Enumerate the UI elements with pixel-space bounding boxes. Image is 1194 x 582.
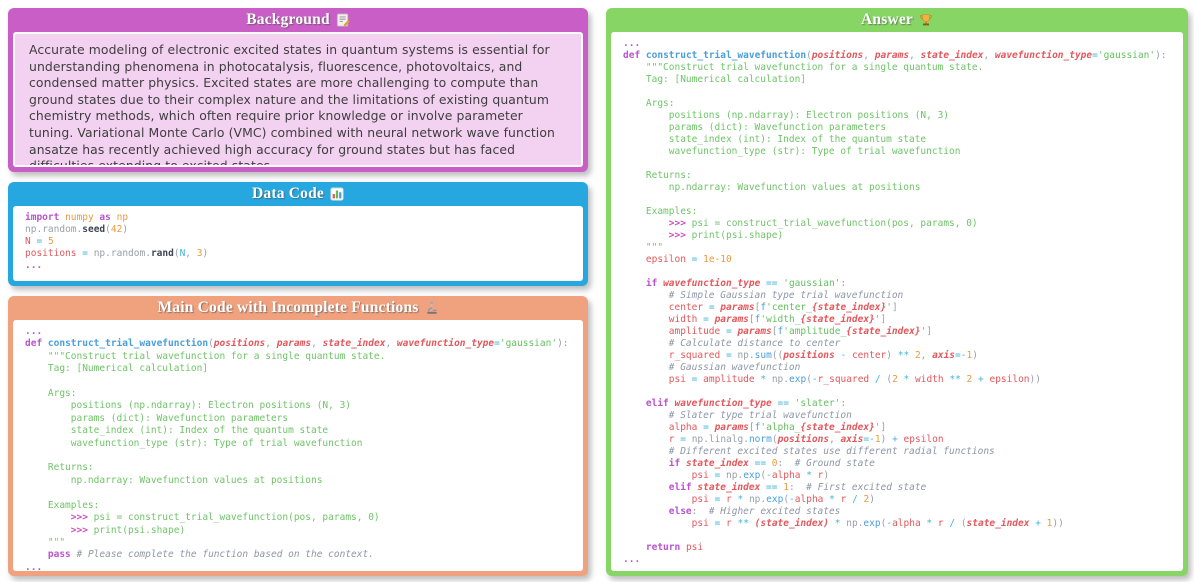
answer-code-area: ... def construct_trial_wavefunction(posi… xyxy=(611,32,1183,571)
answer-panel-title: Answer xyxy=(861,11,913,28)
trophy-icon xyxy=(919,13,933,27)
main-code-panel: Main Code with Incomplete Functions ... d… xyxy=(8,296,588,576)
memo-icon xyxy=(336,13,350,27)
answer-code-block: ... def construct_trial_wavefunction(posi… xyxy=(623,38,1167,565)
answer-panel-header: Answer xyxy=(611,8,1183,32)
background-panel-title: Background xyxy=(246,11,330,28)
main-code-area: ... def construct_trial_wavefunction(posi… xyxy=(13,320,583,571)
main-code-panel-header: Main Code with Incomplete Functions xyxy=(13,296,583,320)
background-text: Accurate modeling of electronic excited … xyxy=(29,42,555,167)
data-code-area: import numpy as np np.random.seed(42) N = … xyxy=(13,206,583,281)
data-code-panel: Data Code import numpy as np np.random.se… xyxy=(8,182,588,286)
background-text-area: Accurate modeling of electronic excited … xyxy=(13,32,583,167)
answer-panel: Answer ... def construct_trial_wavefuncti… xyxy=(606,8,1188,576)
background-panel: Background Accurate modeling of electron… xyxy=(8,8,588,172)
data-code-panel-header: Data Code xyxy=(13,182,583,206)
bar-chart-icon xyxy=(330,187,344,201)
data-code-panel-title: Data Code xyxy=(252,185,324,202)
main-code-panel-title: Main Code with Incomplete Functions xyxy=(157,299,419,316)
microscope-icon xyxy=(425,301,439,315)
background-panel-header: Background xyxy=(13,8,583,32)
main-code-block: ... def construct_trial_wavefunction(posi… xyxy=(25,326,569,571)
data-code-block: import numpy as np np.random.seed(42) N = … xyxy=(25,212,209,271)
